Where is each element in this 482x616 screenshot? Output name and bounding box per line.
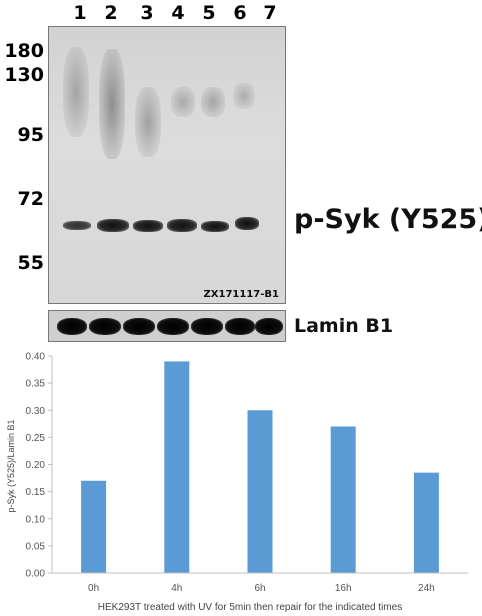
y-tick-label: 0.10 xyxy=(26,514,46,525)
marker-label: 72 xyxy=(17,188,44,210)
blot-band xyxy=(123,318,155,335)
blot-band xyxy=(201,221,229,232)
y-tick-label: 0.00 xyxy=(26,569,46,580)
bar-chart: 0.00 0.05 0.10 0.15 0.20 0.25 0.30 0.35 0.40 0h 4… xyxy=(6,352,468,613)
blot-image: ZX171117-B1 xyxy=(48,26,286,304)
blot-band xyxy=(225,318,255,335)
y-tick-label: 0.15 xyxy=(26,487,46,498)
loading-control-label: Lamin B1 xyxy=(294,315,394,337)
x-tick-label: 6h xyxy=(254,583,265,594)
bar xyxy=(164,361,190,573)
x-axis: 0h 4h 6h 16h 24h xyxy=(52,572,468,594)
lane-label: 3 xyxy=(140,2,154,24)
marker-label: 130 xyxy=(4,64,44,86)
marker-label: 180 xyxy=(4,40,44,62)
lane-label: 6 xyxy=(233,2,247,24)
target-protein-label: p-Syk (Y525) xyxy=(294,204,482,235)
blot-band xyxy=(97,219,129,232)
lane-label: 1 xyxy=(73,2,87,24)
bar-series xyxy=(81,361,439,573)
y-tick-label: 0.05 xyxy=(26,541,46,552)
blot-band xyxy=(255,318,283,335)
blot-band xyxy=(133,220,163,232)
blot-smear xyxy=(233,83,255,109)
y-tick-label: 0.30 xyxy=(26,406,46,417)
lane-label: 2 xyxy=(104,2,118,24)
blot-smear xyxy=(135,87,161,157)
bar xyxy=(330,426,356,573)
y-axis: 0.00 0.05 0.10 0.15 0.20 0.25 0.30 0.35 0.40 xyxy=(26,352,53,580)
blot-band xyxy=(157,318,189,335)
y-axis-label: p-Syk (Y525)/Lamin B1 xyxy=(6,419,16,512)
x-tick-label: 4h xyxy=(171,583,182,594)
blot-band xyxy=(235,217,259,230)
blot-id-label: ZX171117-B1 xyxy=(203,289,279,300)
blot-smear xyxy=(63,47,89,137)
y-tick-label: 0.40 xyxy=(26,352,46,363)
blot-band xyxy=(63,221,91,230)
x-tick-label: 0h xyxy=(88,583,99,594)
x-axis-label: HEK293T treated with UV for 5min then re… xyxy=(98,602,402,613)
y-tick-label: 0.35 xyxy=(26,379,46,390)
bar xyxy=(247,410,273,573)
blot-band xyxy=(89,318,121,335)
blot-band xyxy=(191,318,223,335)
blot-smear xyxy=(99,49,125,159)
blot-band xyxy=(57,318,87,335)
marker-label: 55 xyxy=(17,252,44,274)
lane-label: 5 xyxy=(202,2,216,24)
blot-smear xyxy=(171,87,195,117)
bar xyxy=(81,480,107,573)
blot-band xyxy=(167,219,197,232)
blot-smear xyxy=(201,87,225,117)
x-tick-label: 16h xyxy=(335,583,352,594)
lane-label: 4 xyxy=(171,2,185,24)
bar xyxy=(413,472,439,573)
y-tick-label: 0.25 xyxy=(26,433,46,444)
y-tick-label: 0.20 xyxy=(26,460,46,471)
marker-label: 95 xyxy=(17,124,44,146)
lane-label: 7 xyxy=(263,2,277,24)
loading-control-blot xyxy=(48,310,286,342)
x-tick-label: 24h xyxy=(418,583,435,594)
